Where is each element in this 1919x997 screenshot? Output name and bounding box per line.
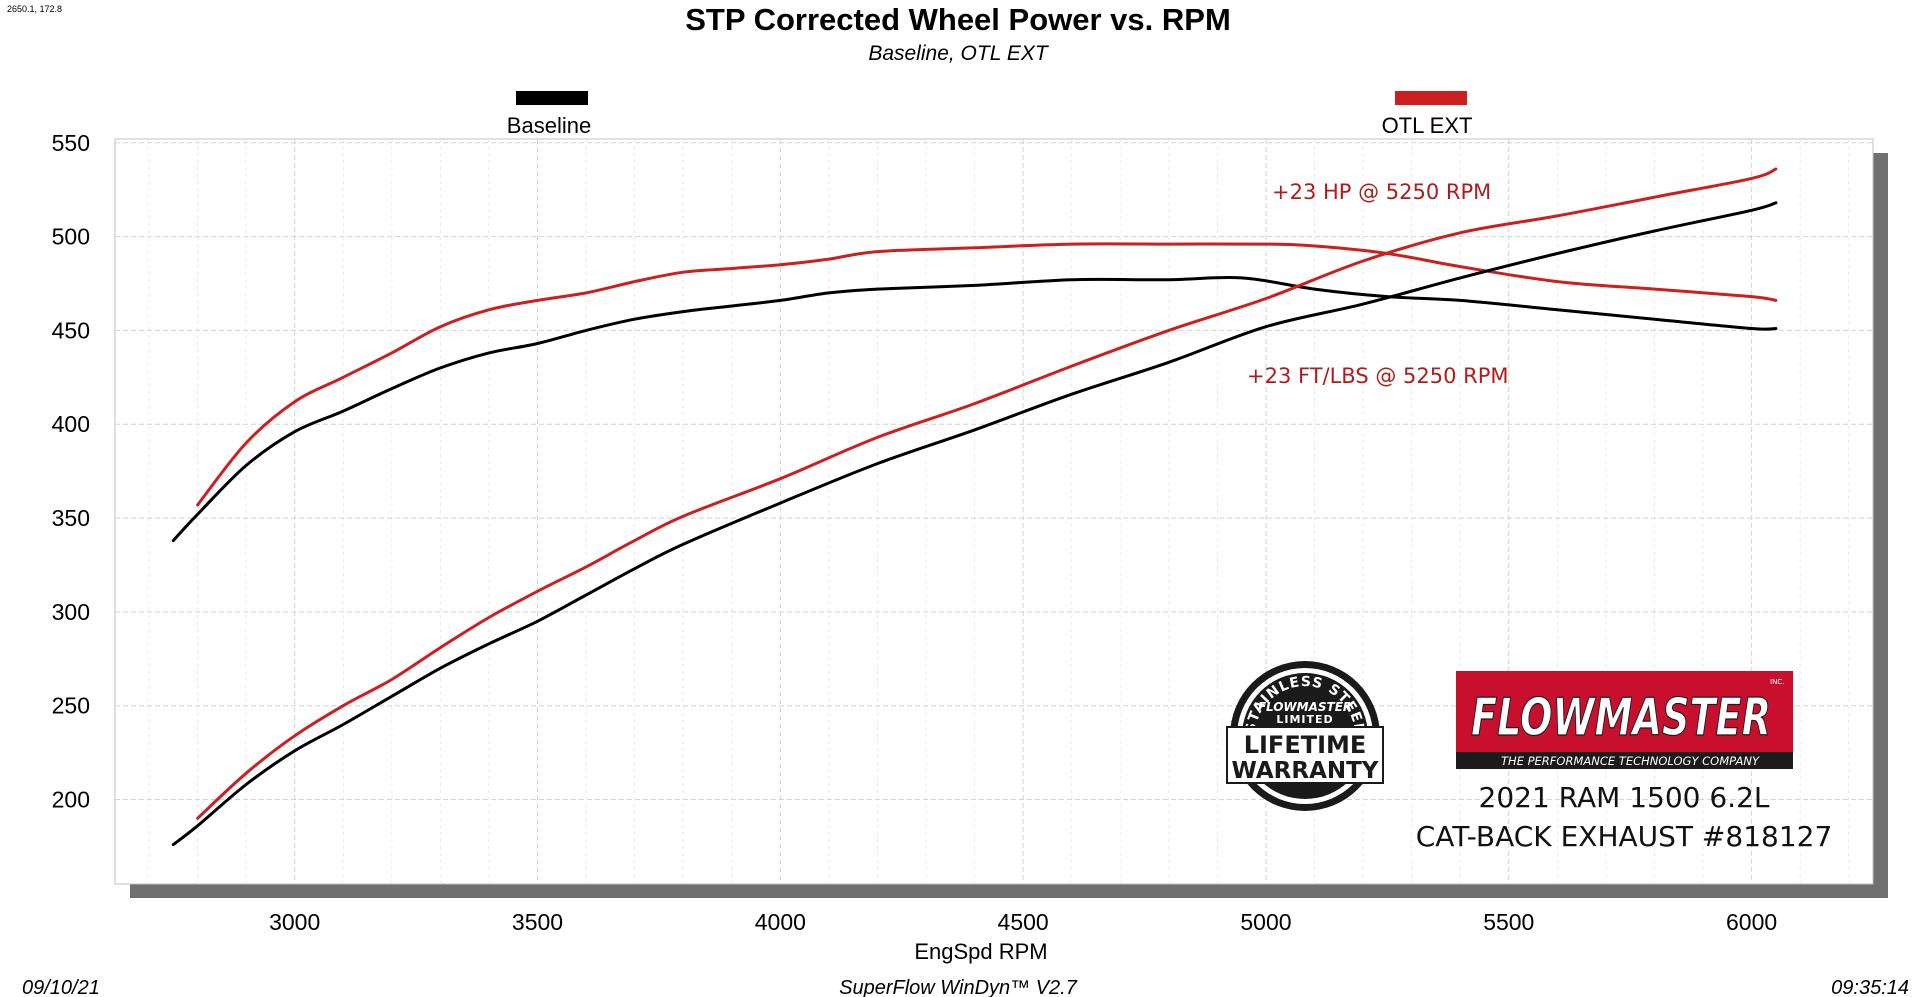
flowmaster-tagline: THE PERFORMANCE TECHNOLOGY COMPANY (1501, 754, 1760, 768)
vehicle-line-2: CAT-BACK EXHAUST #818127 (1416, 820, 1833, 853)
chart-title: STP Corrected Wheel Power vs. RPM (685, 2, 1231, 37)
warranty-limited: LIMITED (1276, 713, 1333, 726)
warranty-line2: WARRANTY (1232, 758, 1379, 784)
x-tick-label: 5500 (1483, 909, 1534, 935)
flowmaster-wordmark: FLOWMASTER (1471, 688, 1771, 748)
y-tick-label: 200 (52, 787, 90, 813)
legend-label-otl-ext: OTL EXT (1382, 113, 1473, 138)
footer-date: 09/10/21 (22, 977, 100, 997)
x-tick-label: 4000 (755, 909, 806, 935)
legend-swatch-otl-ext (1395, 91, 1467, 105)
x-tick-label: 4500 (998, 909, 1049, 935)
vehicle-line-1: 2021 RAM 1500 6.2L (1479, 781, 1770, 814)
y-tick-label: 250 (52, 693, 90, 719)
y-tick-label: 550 (52, 130, 90, 156)
y-tick-label: 300 (52, 599, 90, 625)
y-tick-label: 450 (52, 317, 90, 343)
x-tick-label: 5000 (1240, 909, 1291, 935)
warranty-line1: LIFETIME (1244, 731, 1367, 759)
torque-gain-annotation: +23 FT/LBS @ 5250 RPM (1247, 364, 1509, 388)
plot-area (114, 138, 1874, 885)
series-lines (171, 167, 1778, 847)
series-line-baseline-power (171, 275, 1778, 543)
flowmaster-logo: FLOWMASTER INC. THE PERFORMANCE TECHNOLO… (1456, 671, 1793, 769)
warranty-badge: STAINLESS STEEL FLOWMASTER LIMITED LIFET… (1226, 661, 1384, 811)
series-line-otl-ext-torque (196, 167, 1778, 820)
axes: 200 250 300 350 400 450 500 550 3000 3500 4000 4500… (52, 130, 1778, 935)
x-tick-label: 3000 (269, 909, 320, 935)
footer-time: 09:35:14 (1831, 977, 1909, 997)
x-tick-label: 3500 (512, 909, 563, 935)
chart-subtitle: Baseline, OTL EXT (868, 42, 1050, 65)
series-line-otl-ext-power (196, 242, 1778, 507)
y-tick-label: 500 (52, 224, 90, 250)
series-line-baseline-torque (171, 201, 1778, 847)
x-axis-label: EngSpd RPM (914, 939, 1047, 964)
warranty-brand: FLOWMASTER (1258, 700, 1352, 714)
hp-gain-annotation: +23 HP @ 5250 RPM (1272, 180, 1491, 204)
footer-software: SuperFlow WinDyn™ V2.7 (839, 977, 1078, 997)
cursor-readout: 2650.1, 172.8 (7, 4, 62, 14)
legend-swatch-baseline (516, 91, 588, 105)
legend-label-baseline: Baseline (507, 113, 591, 138)
y-tick-label: 350 (52, 505, 90, 531)
flowmaster-inc: INC. (1770, 678, 1784, 686)
y-tick-label: 400 (52, 411, 90, 437)
x-tick-label: 6000 (1726, 909, 1777, 935)
